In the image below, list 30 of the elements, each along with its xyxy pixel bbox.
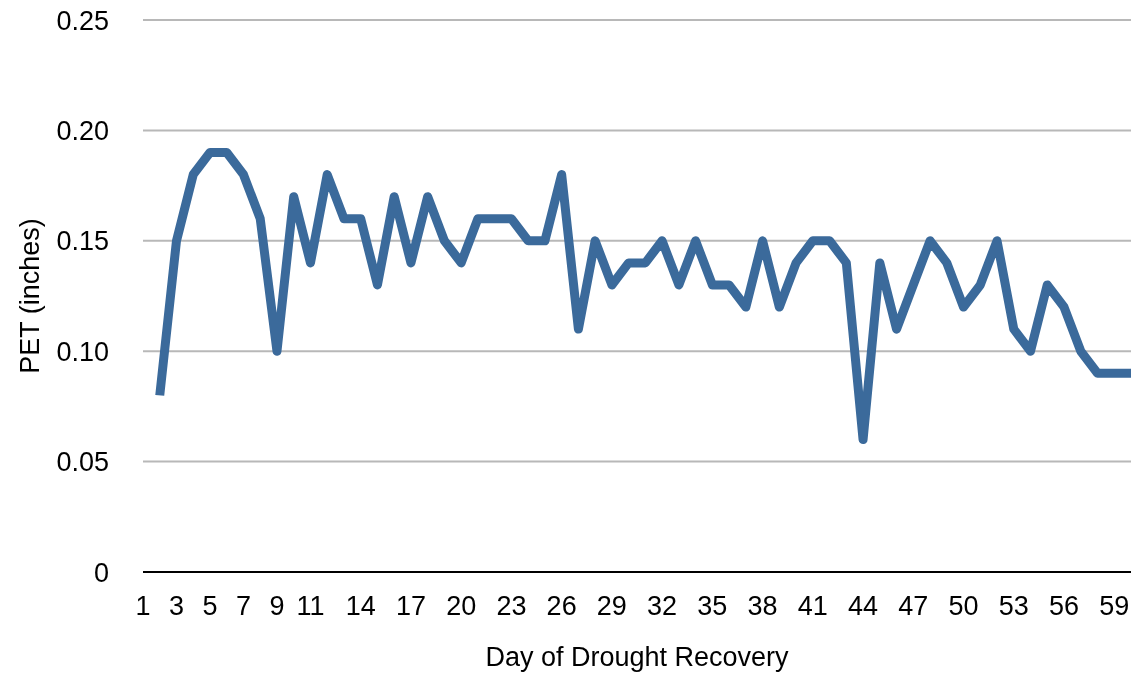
x-tick-label: 44 bbox=[848, 591, 879, 622]
y-tick-label: 0.15 bbox=[56, 226, 109, 257]
x-tick-label: 1 bbox=[135, 591, 151, 622]
x-tick-label: 23 bbox=[496, 591, 527, 622]
y-tick-label: 0.25 bbox=[56, 5, 109, 36]
x-tick-label: 53 bbox=[998, 591, 1029, 622]
x-tick-label: 11 bbox=[296, 591, 325, 622]
y-tick-label: 0 bbox=[93, 557, 109, 588]
x-tick-label: 26 bbox=[546, 591, 577, 622]
y-tick-label: 0.05 bbox=[56, 447, 109, 478]
x-tick-label: 41 bbox=[797, 591, 828, 622]
x-axis-title: Day of Drought Recovery bbox=[485, 642, 790, 672]
x-tick-label: 32 bbox=[647, 591, 678, 622]
x-tick-label: 14 bbox=[345, 591, 376, 622]
x-tick-label: 35 bbox=[697, 591, 728, 622]
x-tick-label: 56 bbox=[1048, 591, 1080, 622]
x-tick-label: 59 bbox=[1099, 591, 1130, 622]
x-tick-label: 38 bbox=[747, 591, 778, 622]
x-tick-label: 29 bbox=[596, 591, 627, 622]
y-tick-label: 0.10 bbox=[56, 336, 109, 367]
x-tick-label: 9 bbox=[269, 591, 285, 622]
x-tick-label: 47 bbox=[898, 591, 929, 622]
y-axis-title: PET (inches) bbox=[15, 218, 45, 374]
x-tick-label: 17 bbox=[395, 591, 426, 622]
x-tick-label: 20 bbox=[446, 591, 477, 622]
y-tick-label: 0.20 bbox=[56, 115, 109, 146]
x-tick-label: 7 bbox=[235, 591, 251, 622]
x-tick-label: 5 bbox=[202, 591, 218, 622]
x-tick-label: 3 bbox=[168, 591, 185, 622]
x-tick-label: 50 bbox=[948, 591, 979, 622]
